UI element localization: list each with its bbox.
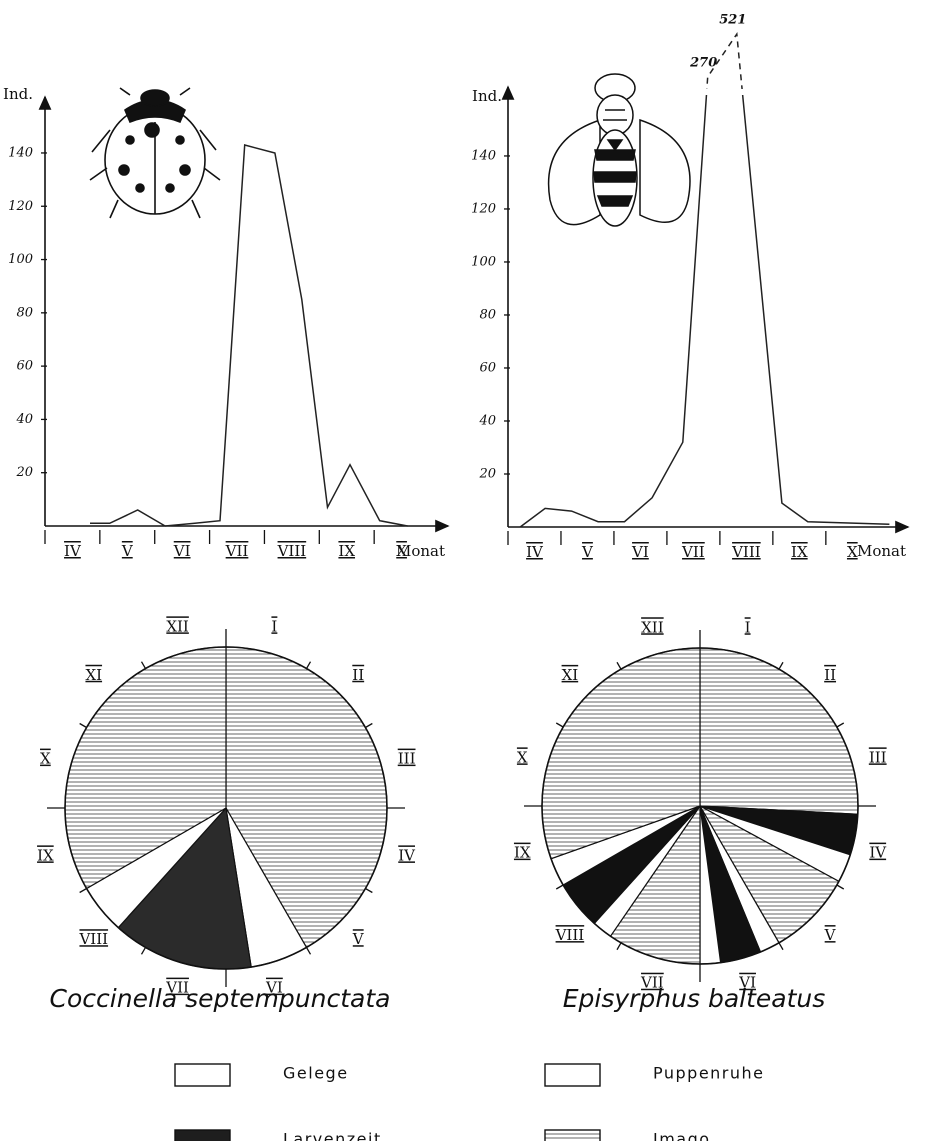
value-label: 270 [689, 55, 717, 70]
month-label: III [398, 750, 416, 768]
x-tick-label: VI [173, 542, 191, 560]
x-tick-label: X [847, 543, 858, 561]
month-boundary [616, 942, 622, 951]
x-axis-label: Monat [857, 542, 906, 560]
x-tick-label: V [121, 542, 134, 560]
month-label: XII [641, 618, 664, 636]
month-label: XII [166, 617, 189, 635]
data-line [90, 144, 408, 527]
y-tick-label: 120 [471, 201, 496, 216]
x-tick-label: IX [791, 543, 808, 561]
y-axis-label: Ind. [472, 87, 502, 105]
x-tick-label: VIII [731, 543, 761, 561]
data-line [519, 95, 890, 528]
x-tick-label: IX [338, 542, 355, 560]
month-boundary [778, 661, 784, 670]
x-tick-label: VII [681, 543, 705, 561]
month-label: IX [37, 846, 54, 864]
x-tick-label: IV [64, 542, 82, 560]
x-tick-label: X [396, 542, 407, 560]
month-label: X [517, 748, 528, 766]
y-tick-label: 140 [471, 148, 496, 163]
month-label: I [745, 618, 751, 636]
y-tick-label: 80 [16, 305, 33, 320]
x-tick-label: IV [526, 543, 544, 561]
y-tick-label: 40 [478, 413, 496, 428]
month-label: IV [869, 844, 887, 862]
legend-label: Gelege [283, 1064, 349, 1083]
x-axis-label: Monat [396, 542, 445, 560]
y-tick-label: 80 [479, 307, 496, 322]
month-label: IX [514, 844, 531, 862]
month-label: I [271, 617, 277, 635]
month-boundary [616, 661, 622, 670]
month-boundary [305, 661, 312, 669]
hoverfly-illustration [547, 73, 691, 227]
legend-label: Imago [653, 1130, 711, 1141]
legend-swatch [544, 1063, 601, 1087]
ladybug-illustration [89, 87, 221, 219]
y-tick-label: 100 [471, 254, 496, 269]
month-boundary [140, 661, 147, 669]
month-label: V [824, 926, 837, 944]
month-label: XI [562, 666, 579, 684]
month-label: II [352, 666, 364, 684]
month-label: XI [85, 666, 102, 684]
y-tick-label: 20 [15, 465, 33, 480]
legend-label: Puppenruhe [653, 1064, 765, 1083]
y-axis-label: Ind. [3, 85, 33, 103]
y-tick-label: 60 [16, 359, 33, 374]
month-label: VII [640, 974, 664, 992]
data-line-break [706, 31, 743, 89]
month-label: III [869, 748, 887, 766]
month-boundary [140, 947, 147, 955]
month-label: VIII [78, 930, 108, 948]
month-label: V [352, 930, 365, 948]
chart-title: Coccinella septempunctata [50, 984, 391, 1013]
legend-label: Larvenzeit [283, 1130, 382, 1141]
x-tick-label: V [581, 543, 594, 561]
month-boundary [305, 947, 312, 955]
month-label: VI [265, 979, 283, 997]
month-boundary [778, 942, 784, 951]
y-tick-label: 60 [479, 360, 496, 375]
legend-swatch [544, 1129, 601, 1141]
legend-swatch [174, 1063, 231, 1087]
y-tick-label: 120 [8, 199, 33, 214]
month-label: IV [398, 846, 416, 864]
y-tick-label: 140 [8, 145, 33, 160]
x-tick-label: VIII [277, 542, 307, 560]
y-tick-label: 100 [8, 252, 33, 267]
month-boundary [836, 722, 845, 728]
month-boundary [836, 884, 845, 890]
month-boundary [555, 884, 564, 890]
month-boundary [79, 722, 87, 729]
month-label: II [824, 666, 836, 684]
month-label: VIII [555, 926, 585, 944]
legend-swatch [174, 1129, 231, 1141]
month-label: X [40, 750, 51, 768]
y-tick-label: 40 [15, 412, 33, 427]
month-boundary [79, 887, 87, 894]
month-boundary [365, 887, 373, 894]
month-label: VI [738, 974, 756, 992]
y-tick-label: 20 [478, 466, 496, 481]
x-tick-label: VII [225, 542, 249, 560]
value-label: 521 [719, 13, 746, 28]
x-tick-label: VI [631, 543, 649, 561]
month-label: VII [165, 979, 189, 997]
chart-title: Episyrphus balteatus [563, 984, 826, 1013]
month-boundary [555, 722, 564, 728]
month-boundary [365, 722, 373, 729]
